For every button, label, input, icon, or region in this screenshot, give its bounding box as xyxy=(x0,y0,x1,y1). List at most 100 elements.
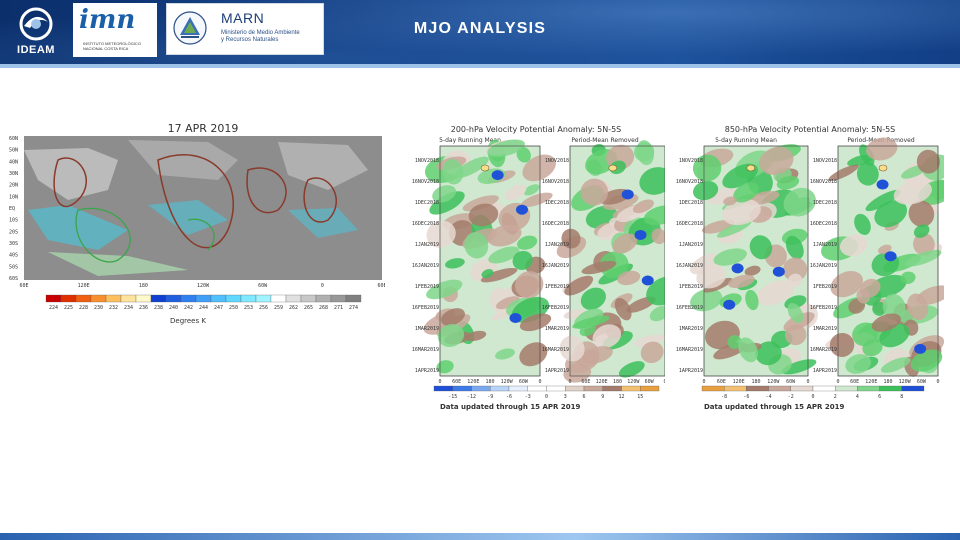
colorbar-tick: -3 xyxy=(525,394,531,400)
hovmoller-blob xyxy=(426,220,456,248)
olr-colorbar-cell xyxy=(210,294,227,303)
olr-colorbar-cell xyxy=(195,294,212,303)
marn-logo: MARN Ministerio de Medio Ambiente y Recu… xyxy=(166,3,324,55)
hovmoller-blob xyxy=(522,154,556,182)
olr-contour xyxy=(303,177,338,223)
colorbar-tick: -12 xyxy=(467,394,476,400)
hovmoller-lon-label: 60W xyxy=(786,379,796,385)
el-salvador-seal-icon xyxy=(173,11,207,45)
hovmoller-blob xyxy=(632,199,654,214)
hovmoller-date-label: 16JAN2019 xyxy=(676,263,703,269)
hovmoller-date-label: 1JAN2019 xyxy=(679,242,703,248)
hovmoller-date-label: 16FEB2019 xyxy=(810,305,837,311)
hovmoller-blob xyxy=(651,228,667,245)
chi200-colorbar: -15 -12 -9 -6 -3 0 3 6 9 12 15 xyxy=(433,385,660,400)
olr-contour xyxy=(157,154,234,249)
hovmoller-date-label: 1NOV2018 xyxy=(545,158,569,164)
colorbar-cell xyxy=(452,385,472,392)
hovmoller-blob xyxy=(563,363,592,383)
colorbar-cell xyxy=(879,385,902,392)
hovmoller-frame xyxy=(439,145,541,377)
hovmoller-blob xyxy=(862,338,883,357)
marn-subtitle-line1: Ministerio de Medio Ambiente xyxy=(221,30,300,36)
hovmoller-lon-label: 180 xyxy=(613,379,622,385)
olr-contour xyxy=(187,218,215,251)
hovmoller-blob xyxy=(830,271,864,298)
olr-colorbar-tick: 230 xyxy=(94,305,103,311)
chi200-figure: 200-hPa Velocity Potential Anomaly: 5N-5… xyxy=(412,125,683,411)
u850-panel: 850-hPa Velocity Potential Anomaly: 5N-5… xyxy=(676,122,955,414)
colorbar-cell xyxy=(508,385,528,392)
hovmoller-date-label: 1JAN2019 xyxy=(545,242,569,248)
olr-colorbar-tick: 232 xyxy=(109,305,118,311)
hovmoller-date-label: 16DEC2018 xyxy=(676,221,703,227)
hovmoller-blob xyxy=(738,337,758,363)
hovmoller-blob xyxy=(916,149,940,174)
hovmoller-date-label: 16NOV2018 xyxy=(542,179,569,185)
hovmoller-blob xyxy=(432,185,457,203)
hovmoller-lon-label: 60E xyxy=(717,379,726,385)
hovmoller-blob xyxy=(690,253,720,275)
hovmoller-strong-anomaly xyxy=(723,299,736,310)
hovmoller-lon-label: 120E xyxy=(596,379,608,385)
olr-colorbar-cell xyxy=(90,294,107,303)
hovmoller-lon-label: 60W xyxy=(645,379,655,385)
hovmoller-strong-anomaly xyxy=(641,275,654,286)
hovmoller-blob xyxy=(614,297,632,321)
hovmoller-date-label: 1APR2019 xyxy=(813,368,837,374)
hovmoller-date-label: 1MAR2019 xyxy=(813,326,837,332)
olr-colorbar-cell xyxy=(165,294,182,303)
hovmoller-blob xyxy=(913,224,930,238)
colorbar-cell xyxy=(565,385,585,392)
hovmoller-strong-anomaly xyxy=(772,266,785,277)
hovmoller-blob xyxy=(723,196,737,206)
olr-colorbar-tick: 250 xyxy=(229,305,238,311)
u850-right-hovmoller xyxy=(821,137,955,377)
hovmoller-lon-label: 120E xyxy=(733,379,745,385)
colorbar-cell xyxy=(746,385,769,392)
hovmoller-lon-label: 0 xyxy=(568,379,571,385)
olr-lat-label: 40S xyxy=(9,253,18,259)
hovmoller-lon-label: 120W xyxy=(899,379,912,385)
olr-colorbar-tick: 262 xyxy=(289,305,298,311)
colorbar-tick: -15 xyxy=(448,394,457,400)
olr-colorbar: 224 225 228 230 232 234 236 238 240 242 244 247 250 2… xyxy=(45,294,362,311)
olr-colorbar-cell xyxy=(345,294,362,303)
hovmoller-date-label: 16JAN2019 xyxy=(412,263,439,269)
chi200-left-hovmoller xyxy=(423,139,556,377)
hovmoller-blob xyxy=(581,260,617,275)
olr-colorbar-cell xyxy=(330,294,347,303)
colorbar-cell xyxy=(640,385,660,392)
hovmoller-date-label: 1DEC2018 xyxy=(545,200,569,206)
olr-lat-label: 30S xyxy=(9,241,18,247)
hovmoller-blob xyxy=(465,330,487,342)
chi200-updated: Data updated through 15 APR 2019 xyxy=(440,403,580,411)
hovmoller-blob xyxy=(785,235,804,260)
chi200-title: 200-hPa Velocity Potential Anomaly: 5N-5… xyxy=(451,125,622,134)
olr-lat-label: 20S xyxy=(9,229,18,235)
colorbar-cell xyxy=(857,385,880,392)
olr-contour xyxy=(75,207,131,263)
hovmoller-date-label: 16DEC2018 xyxy=(810,221,837,227)
hovmoller-blob xyxy=(874,200,908,228)
colorbar-cell xyxy=(901,385,925,392)
olr-lat-label: 10S xyxy=(9,218,18,224)
olr-colorbar-tick: 236 xyxy=(139,305,148,311)
imn-wordmark: imn xyxy=(79,5,136,35)
u850-title: 850-hPa Velocity Potential Anomaly: 5N-5… xyxy=(725,125,896,134)
olr-colorbar-tick: 225 xyxy=(64,305,73,311)
hovmoller-lon-label: 180 xyxy=(883,379,892,385)
colorbar-tick: -6 xyxy=(743,394,749,400)
hovmoller-date-label: 1NOV2018 xyxy=(679,158,703,164)
hovmoller-date-label: 1FEB2019 xyxy=(415,284,439,290)
olr-cloud-region xyxy=(278,142,368,190)
hovmoller-lon-label: 180 xyxy=(751,379,760,385)
hovmoller-blob xyxy=(828,164,859,182)
olr-colorbar-label: Degrees K xyxy=(170,317,206,325)
colorbar-cell xyxy=(724,385,747,392)
hovmoller-blob xyxy=(692,154,722,182)
olr-lon-label: 120W xyxy=(197,283,210,289)
hovmoller-blob xyxy=(559,335,585,362)
chi200-left-subtitle: 5-day Running Mean xyxy=(439,137,501,144)
hovmoller-blob xyxy=(701,219,735,234)
